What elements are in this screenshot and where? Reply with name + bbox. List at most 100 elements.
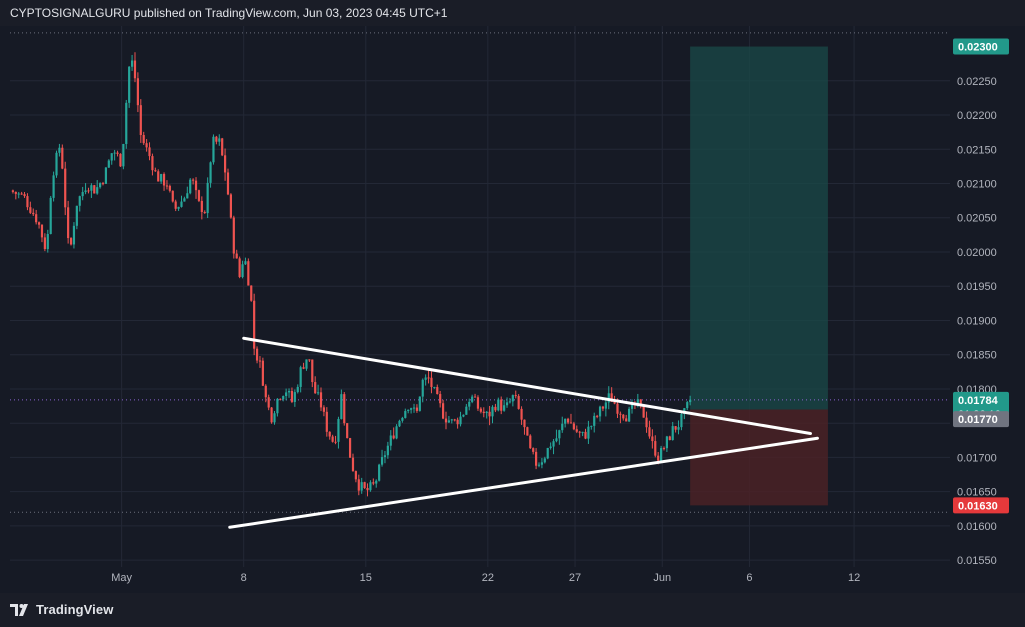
candle-body xyxy=(410,408,413,410)
candle xyxy=(593,412,596,433)
candle-body xyxy=(511,395,514,402)
candle-body xyxy=(346,423,349,439)
candle xyxy=(665,435,668,452)
candle xyxy=(229,193,233,219)
candle-body xyxy=(72,225,76,245)
candle xyxy=(287,388,291,398)
candle-body xyxy=(101,183,105,185)
candle xyxy=(35,209,38,225)
tradingview-logo-icon xyxy=(10,603,28,616)
candle xyxy=(383,451,387,464)
candle xyxy=(293,389,296,407)
candle-body xyxy=(529,435,532,449)
candle-body xyxy=(459,416,462,425)
candle-body xyxy=(223,155,227,173)
candle-body xyxy=(453,419,456,421)
candle xyxy=(598,405,602,422)
candle-body xyxy=(348,438,352,458)
candle xyxy=(505,397,509,408)
time-axis-tick-label: 8 xyxy=(241,572,247,584)
candle xyxy=(206,177,209,219)
candle-body xyxy=(52,175,55,198)
candle xyxy=(180,195,183,208)
candle-body xyxy=(412,407,416,409)
candle xyxy=(410,407,413,414)
price-axis-tick-label: 0.01850 xyxy=(957,350,997,362)
target-zone[interactable] xyxy=(690,46,828,410)
candle xyxy=(441,399,445,420)
publish-header: CYPTOSIGNALGURU published on TradingView… xyxy=(0,0,1025,26)
candle-body xyxy=(340,394,343,419)
candle-body xyxy=(253,300,256,349)
candle xyxy=(357,474,360,496)
candle xyxy=(485,411,488,419)
candle xyxy=(186,186,189,199)
candle xyxy=(659,445,663,462)
target-price-tag-label: 0.02300 xyxy=(958,42,998,54)
candle-body xyxy=(308,359,311,361)
candle xyxy=(319,387,323,412)
candle-body xyxy=(317,392,320,394)
candle-body xyxy=(555,438,558,442)
candle xyxy=(261,357,264,387)
candle-body xyxy=(174,201,177,209)
candle xyxy=(584,428,587,440)
candle xyxy=(604,397,607,417)
candle-body xyxy=(581,431,584,433)
candle-body xyxy=(564,418,567,424)
candle-body xyxy=(610,393,613,402)
candle xyxy=(511,394,514,407)
price-axis-tick-label: 0.02000 xyxy=(957,247,997,259)
candle xyxy=(264,384,267,403)
candle xyxy=(447,416,450,424)
candle xyxy=(116,150,119,157)
candle xyxy=(235,249,238,259)
candle-body xyxy=(258,360,262,362)
candle-body xyxy=(319,392,323,408)
candle xyxy=(601,405,605,412)
candle-body xyxy=(622,414,625,419)
candle xyxy=(136,72,139,113)
candle xyxy=(590,425,593,430)
candle-body xyxy=(642,405,645,418)
candle-body xyxy=(139,105,142,136)
candle-body xyxy=(55,152,58,176)
chart-background xyxy=(0,26,1025,593)
trendline-upper[interactable] xyxy=(242,336,812,435)
candle xyxy=(40,224,44,243)
candle xyxy=(529,434,532,449)
candle-body xyxy=(296,386,299,393)
candle-body xyxy=(491,406,494,417)
candle xyxy=(648,420,651,439)
candle xyxy=(407,409,410,414)
candle-body xyxy=(505,402,509,406)
candle xyxy=(645,411,648,433)
candle xyxy=(395,424,398,440)
candle-body xyxy=(628,408,631,422)
candles xyxy=(11,52,692,497)
candle xyxy=(354,470,357,483)
chart-area[interactable]: USDT0.015500.016000.016500.017000.017500… xyxy=(0,26,1025,593)
candle xyxy=(171,190,174,203)
candle xyxy=(348,437,352,458)
candle xyxy=(662,446,666,451)
tradingview-logo[interactable]: TradingView xyxy=(10,602,113,617)
candle-body xyxy=(497,399,500,411)
price-chart[interactable]: USDT0.015500.016000.016500.017000.017500… xyxy=(0,26,1025,593)
candle xyxy=(651,429,654,449)
candle-body xyxy=(587,426,590,439)
candle-body xyxy=(517,396,520,409)
candle xyxy=(386,441,389,459)
candle-body xyxy=(302,367,305,369)
candle-body xyxy=(189,179,192,194)
trendline-lower[interactable] xyxy=(228,436,819,529)
candle-body xyxy=(479,408,482,412)
candle-body xyxy=(81,192,84,197)
time-axis-tick-label: 6 xyxy=(746,572,752,584)
candle-body xyxy=(96,187,99,194)
candle-body xyxy=(162,174,166,186)
candle xyxy=(317,384,320,396)
candle-body xyxy=(29,207,32,213)
candle xyxy=(258,356,262,368)
candle-body xyxy=(37,222,41,225)
